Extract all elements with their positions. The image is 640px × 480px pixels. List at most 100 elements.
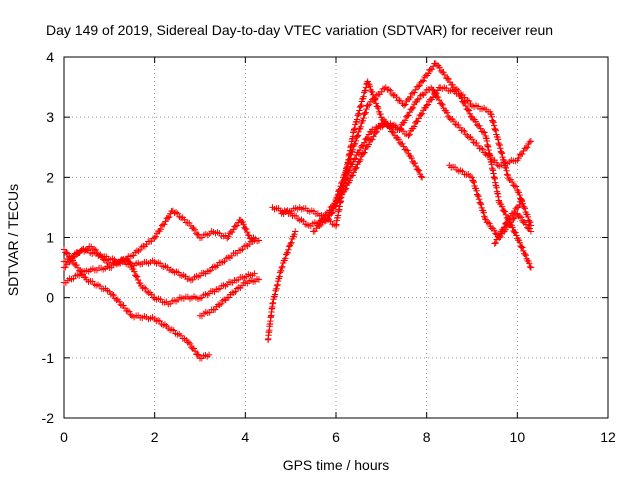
data-point [429,94,437,101]
data-point [418,110,426,117]
data-point [491,227,498,234]
chart-title: Day 149 of 2019, Sidereal Day-to-day VTE… [46,22,553,38]
data-point [287,240,294,248]
data-point [326,207,333,214]
x-tick-label: 10 [510,429,526,445]
data-point [481,129,488,136]
data-point [491,240,498,247]
data-point [375,104,382,112]
data-point [526,219,534,226]
data-point [477,199,484,207]
data-point [245,232,253,239]
data-point [126,258,133,266]
data-point [355,110,363,117]
data-point [512,183,520,190]
data-point [66,258,73,266]
data-point [117,301,124,308]
data-point [357,156,364,164]
data-point [385,86,393,93]
data-point [352,137,360,145]
data-point [415,83,422,90]
data-point [350,156,358,163]
data-point [444,75,451,82]
y-tick-label: 0 [46,290,54,306]
data-point [271,291,279,298]
data-point [354,132,362,139]
data-point [522,252,530,259]
data-point [414,96,421,103]
data-point [358,98,366,105]
data-point [74,264,82,271]
data-point [337,189,344,196]
series-track-6 [264,228,299,343]
data-point [408,105,416,113]
data-point [356,107,363,114]
data-point [486,220,493,227]
data-point [270,296,277,303]
data-point [516,201,523,209]
data-point [387,87,394,94]
data-point [149,294,157,301]
data-point [445,75,452,83]
data-point [405,112,412,119]
data-point [369,136,376,143]
data-point [492,239,499,247]
data-point [243,225,250,233]
data-point [133,273,141,280]
data-point [120,302,127,309]
x-tick-label: 2 [151,429,159,445]
data-point [400,102,408,109]
data-point [360,114,367,122]
data-point [480,209,487,216]
data-point [273,285,280,292]
data-point [381,85,388,92]
data-point [412,86,419,93]
data-point [415,95,423,102]
data-point [91,245,98,253]
data-point [417,111,425,118]
data-point [501,208,509,215]
data-point [67,257,74,265]
data-point [527,228,535,235]
data-point [279,263,286,270]
data-points [60,60,535,362]
data-point [521,250,529,258]
data-point [501,158,508,166]
data-point [357,123,364,131]
data-point [143,240,150,248]
data-point [219,297,226,304]
data-point [517,214,525,221]
data-point [343,164,351,171]
data-point [134,276,142,284]
data-point [148,238,155,245]
data-point [491,156,498,164]
data-point [157,226,164,233]
data-point [496,141,503,149]
data-point [357,103,364,110]
y-tick-label: -2 [42,410,55,426]
data-point [433,89,440,97]
data-point [360,142,367,149]
data-point [395,136,402,143]
data-point [349,146,357,153]
data-point [369,88,376,96]
data-point [361,139,368,146]
data-point [516,191,523,199]
data-point [269,300,276,307]
y-tick-label: 1 [46,230,54,246]
data-point [519,244,526,251]
data-point [352,155,359,162]
data-point [490,119,497,126]
data-point [133,272,140,280]
data-point [362,87,369,94]
data-point [373,91,380,99]
data-point [363,105,370,113]
data-point [191,347,199,355]
data-point [372,95,379,102]
data-point [211,306,219,313]
data-point [458,94,465,102]
data-point [142,285,149,292]
data-point [351,125,358,132]
